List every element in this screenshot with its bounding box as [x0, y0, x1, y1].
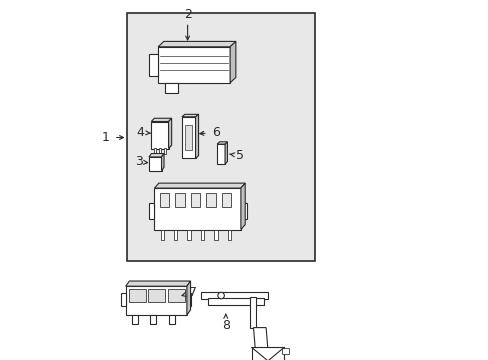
Bar	[282, 348, 288, 354]
Bar	[154, 188, 241, 230]
Polygon shape	[151, 118, 171, 122]
Bar	[227, 230, 230, 240]
Bar	[121, 293, 125, 306]
Bar	[241, 203, 246, 219]
Bar	[125, 286, 186, 315]
Polygon shape	[154, 183, 244, 188]
Polygon shape	[158, 41, 235, 47]
Bar	[165, 83, 178, 93]
Circle shape	[218, 292, 224, 299]
Bar	[201, 292, 267, 299]
Polygon shape	[241, 183, 244, 230]
Polygon shape	[195, 114, 198, 158]
Bar	[149, 54, 158, 76]
Bar	[128, 289, 145, 302]
Bar	[251, 347, 284, 360]
Bar	[163, 148, 165, 154]
Bar	[149, 157, 161, 171]
Polygon shape	[182, 114, 198, 117]
Text: 2: 2	[183, 8, 191, 21]
Polygon shape	[224, 142, 227, 164]
Bar	[200, 230, 204, 240]
Bar	[148, 203, 154, 219]
Bar	[190, 193, 200, 207]
Bar	[154, 148, 156, 154]
Bar	[186, 293, 191, 306]
Bar	[214, 230, 217, 240]
Bar	[158, 47, 230, 83]
Polygon shape	[253, 328, 267, 349]
Bar	[182, 117, 195, 158]
Text: 7: 7	[189, 286, 197, 299]
Polygon shape	[217, 142, 227, 144]
Bar	[208, 298, 264, 305]
Bar	[206, 193, 215, 207]
Bar	[175, 193, 184, 207]
Bar	[249, 297, 256, 328]
Text: 3: 3	[135, 156, 142, 168]
Bar	[132, 315, 138, 324]
Bar	[217, 144, 224, 164]
Bar	[160, 193, 169, 207]
Bar	[150, 315, 156, 324]
Bar	[185, 125, 192, 150]
Polygon shape	[186, 281, 190, 315]
Bar	[148, 289, 165, 302]
Bar	[151, 122, 168, 148]
Bar	[187, 230, 190, 240]
Bar	[167, 289, 184, 302]
Bar	[127, 13, 314, 261]
Bar	[159, 148, 161, 154]
Text: 8: 8	[222, 319, 229, 332]
Bar	[222, 193, 231, 207]
Polygon shape	[230, 41, 235, 83]
Polygon shape	[125, 281, 190, 286]
Bar	[160, 230, 163, 240]
Text: 4: 4	[136, 126, 144, 139]
Text: 6: 6	[211, 126, 219, 139]
Polygon shape	[149, 153, 163, 157]
Bar	[174, 230, 177, 240]
Polygon shape	[168, 118, 171, 148]
Bar	[168, 315, 174, 324]
Polygon shape	[161, 153, 163, 171]
Text: 5: 5	[236, 149, 244, 162]
Text: 1: 1	[102, 131, 110, 144]
